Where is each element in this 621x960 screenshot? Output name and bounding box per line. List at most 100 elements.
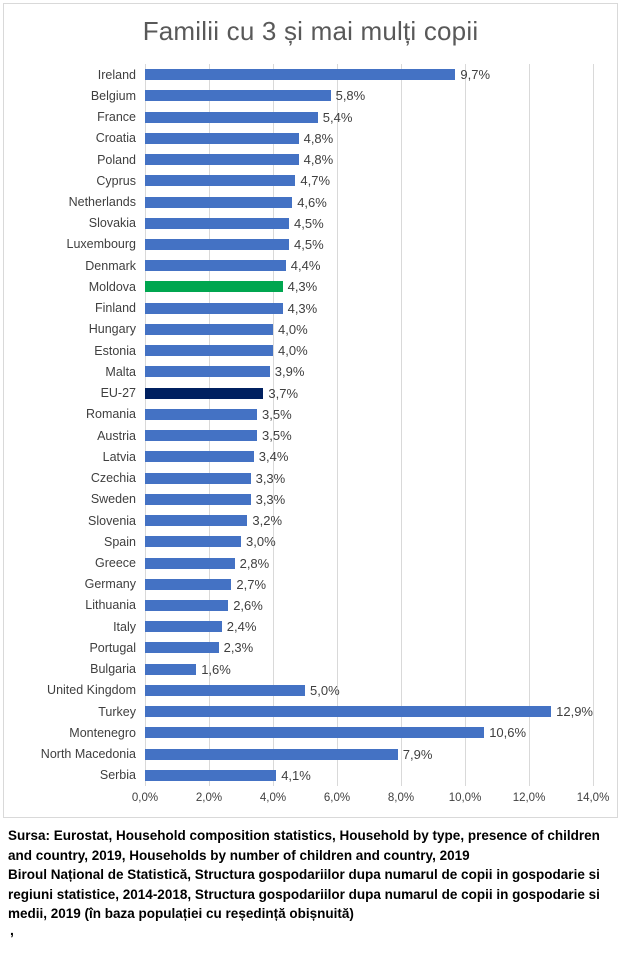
bar-track: 4,0%	[145, 340, 593, 361]
category-label: Latvia	[102, 449, 136, 464]
value-label: 4,8%	[303, 152, 334, 168]
value-label: 2,6%	[233, 597, 263, 613]
bar	[145, 260, 286, 272]
bar	[145, 536, 241, 548]
value-label: 5,8%	[335, 88, 366, 104]
bar-track: 12,9%	[145, 701, 593, 722]
bar-row: Malta 3,9%	[4, 361, 617, 382]
category-label: Cyprus	[96, 173, 136, 188]
bar	[145, 472, 251, 484]
bar-track: 4,3%	[145, 298, 593, 319]
bar-row: Luxembourg 4,5%	[4, 234, 617, 255]
bar-track: 3,4%	[145, 446, 593, 467]
value-label: 4,7%	[300, 173, 331, 189]
bar-track: 3,3%	[145, 467, 593, 488]
value-label: 4,0%	[278, 321, 308, 337]
bar-row: Montenegro 10,6%	[4, 722, 617, 743]
bar-track: 4,5%	[145, 234, 593, 255]
value-label: 4,6%	[297, 194, 327, 210]
bar-track: 10,6%	[145, 722, 593, 743]
category-label: Slovenia	[88, 513, 136, 528]
category-label: Austria	[97, 428, 136, 443]
bar	[145, 706, 552, 718]
bar	[145, 684, 305, 696]
bar	[145, 366, 270, 378]
category-label: Finland	[95, 301, 136, 316]
bar-row: France 5,4%	[4, 106, 617, 127]
bar-track: 1,6%	[145, 659, 593, 680]
value-label: 4,3%	[287, 300, 318, 316]
gridline	[145, 64, 146, 786]
category-label: Croatia	[95, 131, 136, 146]
category-label: Denmark	[85, 258, 136, 273]
category-label: France	[97, 110, 136, 125]
bar	[145, 111, 318, 123]
plot-area: Ireland 9,7% Belgium 5,8% France 5,4% Croatia 4…	[4, 64, 617, 786]
category-label: Turkey	[98, 704, 136, 719]
gridline	[593, 64, 594, 786]
value-label: 12,9%	[556, 704, 593, 720]
bar-track: 4,6%	[145, 191, 593, 212]
bar-track: 4,4%	[145, 255, 593, 276]
value-label: 3,9%	[274, 364, 305, 380]
category-label: Czechia	[90, 471, 136, 486]
gridline	[337, 64, 338, 786]
bar-row: Ireland 9,7%	[4, 64, 617, 85]
bar	[145, 217, 289, 229]
value-label: 3,4%	[258, 449, 289, 465]
bar-row: Croatia 4,8%	[4, 128, 617, 149]
source-line-2: Biroul Național de Statistică, Structura…	[8, 867, 600, 922]
bar-track: 4,8%	[145, 128, 593, 149]
value-label: 3,3%	[255, 491, 286, 507]
bar-row: Portugal 2,3%	[4, 637, 617, 658]
value-label: 4,1%	[281, 767, 311, 783]
category-label: Ireland	[97, 67, 136, 82]
source-line-1: Sursa: Eurostat, Household composition s…	[8, 828, 600, 863]
category-label: Germany	[84, 577, 136, 592]
bar-track: 3,5%	[145, 425, 593, 446]
bar-track: 4,1%	[145, 765, 593, 786]
category-label: Greece	[95, 556, 136, 570]
bar-row: Czechia 3,3%	[4, 467, 617, 488]
category-label: Poland	[97, 152, 136, 167]
gridline	[401, 64, 402, 786]
category-label: Romania	[85, 407, 136, 422]
bar-track: 2,3%	[145, 637, 593, 658]
value-label: 10,6%	[489, 725, 527, 741]
category-label: Lithuania	[85, 598, 136, 613]
x-axis: 0,0% 2,0% 4,0% 6,0% 8,0% 10,0% 12,0% 14,0%	[132, 790, 609, 810]
bar	[145, 196, 293, 208]
chart-title: Familii cu 3 și mai mulți copii	[142, 16, 479, 46]
value-label: 3,7%	[268, 385, 299, 401]
bar-row: Lithuania 2,6%	[4, 595, 617, 616]
bar-row: Hungary 4,0%	[4, 319, 617, 340]
bar-track: 4,0%	[145, 319, 593, 340]
category-label: Belgium	[90, 88, 136, 103]
bar	[145, 323, 273, 335]
category-label: Luxembourg	[66, 237, 137, 252]
category-label: Slovakia	[88, 216, 136, 231]
value-label: 3,5%	[262, 406, 292, 422]
value-label: 2,3%	[223, 640, 254, 656]
axis-tick-label: 6,0%	[323, 792, 351, 804]
value-label: 7,9%	[402, 746, 433, 762]
bar-row: Latvia 3,4%	[4, 446, 617, 467]
bar-row: Romania 3,5%	[4, 404, 617, 425]
bar-track: 5,0%	[145, 680, 593, 701]
bar-row: Slovenia 3,2%	[4, 510, 617, 531]
axis-tick-label: 10,0%	[448, 792, 482, 804]
value-label: 4,3%	[287, 279, 318, 295]
bar-track: 2,8%	[145, 552, 593, 573]
bar-track: 2,6%	[145, 595, 593, 616]
bar	[145, 387, 264, 399]
bar	[145, 642, 219, 654]
value-label: 3,0%	[246, 534, 276, 550]
bar	[145, 90, 331, 102]
bar	[145, 515, 248, 527]
axis-tick-label: 8,0%	[387, 792, 415, 804]
bar-row: Estonia 4,0%	[4, 340, 617, 361]
bar-row: EU-27 3,7%	[4, 383, 617, 404]
bar	[145, 154, 299, 166]
category-label: Malta	[105, 364, 136, 379]
bar	[145, 557, 235, 569]
